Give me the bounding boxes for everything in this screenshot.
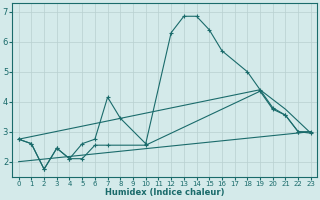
X-axis label: Humidex (Indice chaleur): Humidex (Indice chaleur)	[105, 188, 225, 197]
